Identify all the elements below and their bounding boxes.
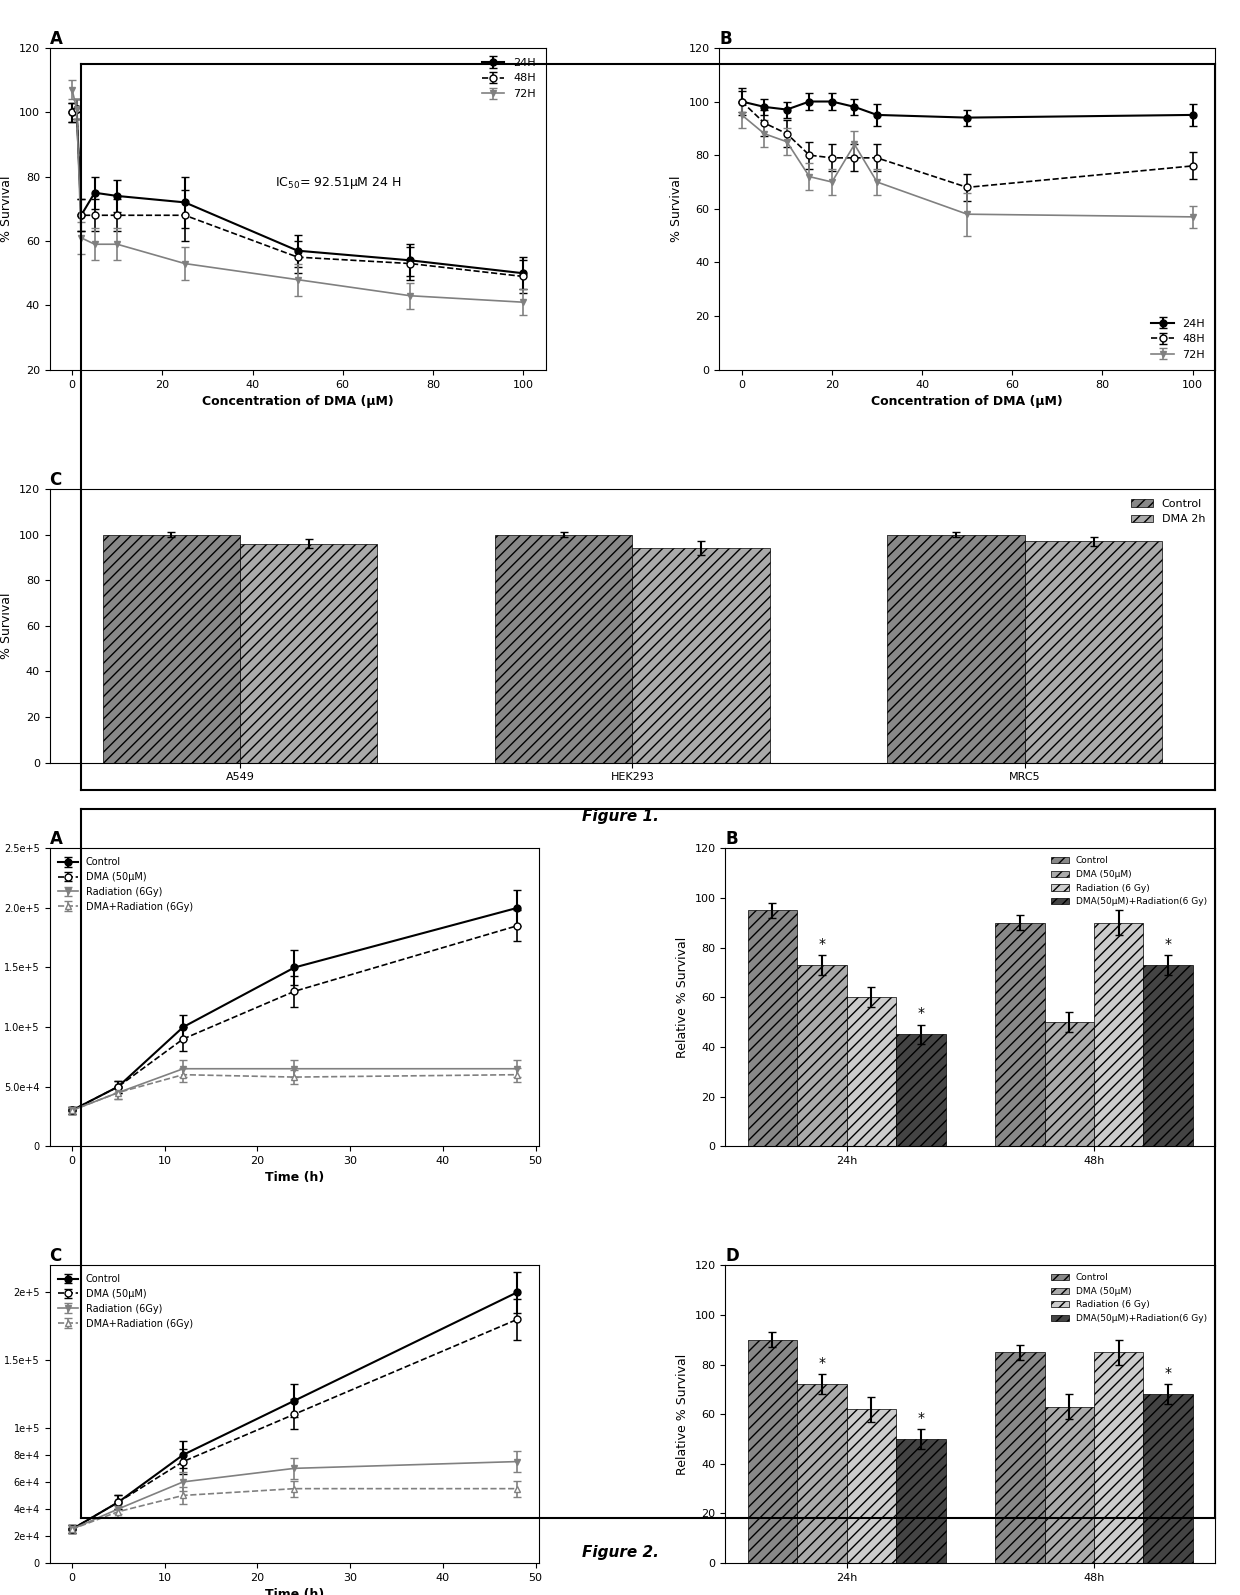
Y-axis label: % Survival: % Survival	[0, 592, 14, 659]
Text: Figure 1.: Figure 1.	[582, 809, 658, 823]
X-axis label: Time (h): Time (h)	[265, 1589, 324, 1595]
Y-axis label: Relative % Survival: Relative % Survival	[676, 936, 689, 1057]
Text: *: *	[1164, 936, 1172, 951]
Bar	[1143, 965, 1193, 1147]
Legend: Control, DMA 2h: Control, DMA 2h	[1126, 494, 1210, 530]
Bar	[1094, 1353, 1143, 1563]
Text: C: C	[50, 1247, 62, 1265]
X-axis label: Concentration of DMA (μM): Concentration of DMA (μM)	[202, 396, 393, 408]
Text: C: C	[50, 471, 62, 490]
Text: D: D	[725, 1247, 739, 1265]
Bar	[847, 997, 897, 1147]
Bar	[748, 911, 797, 1147]
X-axis label: Time (h): Time (h)	[265, 1171, 324, 1185]
Y-axis label: % Survival: % Survival	[670, 175, 683, 242]
Bar	[748, 1340, 797, 1563]
Bar	[847, 1410, 897, 1563]
Bar	[1143, 1394, 1193, 1563]
Y-axis label: Relative % Survival: Relative % Survival	[676, 1354, 689, 1475]
Text: B: B	[725, 831, 738, 849]
Legend: Control, DMA (50μM), Radiation (6 Gy), DMA(50μM)+Radiation(6 Gy): Control, DMA (50μM), Radiation (6 Gy), D…	[1047, 853, 1210, 909]
Text: B: B	[719, 30, 732, 48]
Bar	[1044, 1407, 1094, 1563]
Text: *: *	[1164, 1365, 1172, 1380]
Bar	[888, 534, 1024, 762]
Text: A: A	[50, 30, 62, 48]
Bar	[1044, 1022, 1094, 1147]
Text: IC$_{50}$= 92.51μM 24 H: IC$_{50}$= 92.51μM 24 H	[275, 175, 402, 191]
X-axis label: Concentration of DMA (μM): Concentration of DMA (μM)	[872, 396, 1063, 408]
Legend: Control, DMA (50μM), Radiation (6Gy), DMA+Radiation (6Gy): Control, DMA (50μM), Radiation (6Gy), DM…	[55, 1270, 197, 1332]
Bar	[994, 924, 1044, 1147]
Text: Figure 2.: Figure 2.	[582, 1546, 658, 1560]
Text: *: *	[918, 1006, 924, 1021]
Bar	[103, 534, 241, 762]
Text: A: A	[50, 831, 62, 849]
Bar	[241, 544, 377, 762]
Bar	[797, 965, 847, 1147]
Bar	[1024, 541, 1162, 762]
Text: *: *	[818, 1356, 826, 1370]
Bar	[994, 1353, 1044, 1563]
Bar	[897, 1439, 946, 1563]
Bar	[495, 534, 632, 762]
Bar	[797, 1384, 847, 1563]
Legend: Control, DMA (50μM), Radiation (6Gy), DMA+Radiation (6Gy): Control, DMA (50μM), Radiation (6Gy), DM…	[55, 853, 197, 916]
Bar	[632, 549, 770, 762]
Legend: 24H, 48H, 72H: 24H, 48H, 72H	[477, 53, 541, 104]
Legend: Control, DMA (50μM), Radiation (6 Gy), DMA(50μM)+Radiation(6 Gy): Control, DMA (50μM), Radiation (6 Gy), D…	[1047, 1270, 1210, 1327]
Y-axis label: % Survival: % Survival	[0, 175, 14, 242]
Text: *: *	[918, 1410, 924, 1424]
Bar	[897, 1035, 946, 1147]
Bar	[1094, 924, 1143, 1147]
Text: *: *	[818, 936, 826, 951]
Legend: 24H, 48H, 72H: 24H, 48H, 72H	[1147, 314, 1210, 364]
